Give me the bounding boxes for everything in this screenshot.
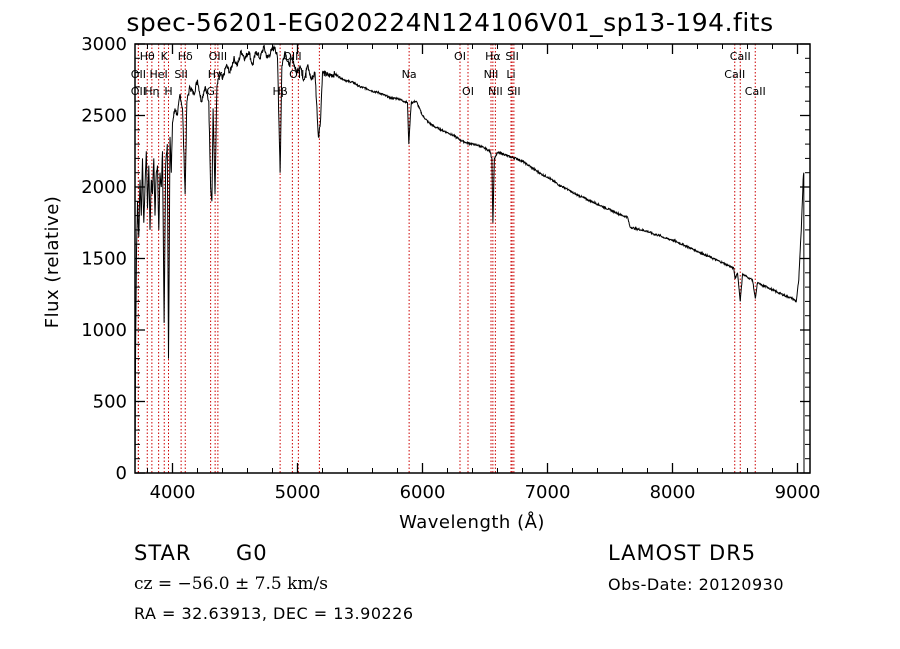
y-tick-label: 2500 bbox=[81, 106, 127, 127]
y-tick-label: 3000 bbox=[81, 34, 127, 55]
spectrum-line bbox=[134, 44, 805, 474]
x-tick-label: 5000 bbox=[275, 482, 321, 503]
x-tick-label: 6000 bbox=[400, 482, 446, 503]
spectral-line-label: SII bbox=[174, 68, 187, 81]
spectral-line-label: OIII bbox=[283, 50, 301, 63]
object-class: STAR bbox=[134, 541, 192, 565]
spectral-line-label: SII bbox=[505, 50, 518, 63]
spectral-line-label: G bbox=[206, 85, 215, 98]
spectral-line-label: NII bbox=[484, 68, 499, 81]
plot-frame bbox=[134, 43, 811, 474]
spectral-line-label: CaII bbox=[745, 85, 766, 98]
spectral-line-label: OI bbox=[462, 85, 474, 98]
coordinates: RA = 32.63913, DEC = 13.90226 bbox=[134, 604, 414, 623]
spectral-line-label: NII bbox=[488, 85, 503, 98]
x-tick-label: 9000 bbox=[775, 482, 821, 503]
spectral-line-label: HeI bbox=[149, 68, 167, 81]
y-tick-label: 0 bbox=[116, 463, 127, 484]
spectral-line-label: OII bbox=[131, 85, 146, 98]
axis-ticks: 4000 5000 6000 7000 8000 9000 0 500 1000 1500 2000… bbox=[81, 34, 820, 503]
spectral-line-label: Li bbox=[506, 68, 515, 81]
spectral-line-label: Na bbox=[402, 68, 417, 81]
spectral-line-labels: HθOIIOIIKHeIHηHδSIIHOIIIHγGOIIIOIIIHβNaO… bbox=[131, 50, 766, 98]
spectral-line-label: CaII bbox=[730, 50, 751, 63]
spectral-line-label: SII bbox=[507, 85, 520, 98]
y-tick-label: 1000 bbox=[81, 320, 127, 341]
spectral-line-label: Hβ bbox=[272, 85, 287, 98]
spectral-line-label: CaII bbox=[724, 68, 745, 81]
observation-date: Obs-Date: 20120930 bbox=[608, 575, 785, 594]
chart-title: spec-56201-EG020224N124106V01_sp13-194.f… bbox=[126, 8, 774, 37]
x-tick-label: 7000 bbox=[525, 482, 571, 503]
spectral-line-label: Hγ bbox=[208, 68, 223, 81]
y-tick-label: 2000 bbox=[81, 177, 127, 198]
spectral-line-label: OIII bbox=[289, 68, 307, 81]
survey-name: LAMOST DR5 bbox=[608, 541, 757, 565]
spectral-line-label: Hη bbox=[144, 85, 159, 98]
object-subclass: G0 bbox=[236, 541, 268, 565]
spectral-line-label: Hδ bbox=[178, 50, 193, 63]
spectral-line-label: H bbox=[164, 85, 172, 98]
spectrum-series bbox=[134, 44, 805, 474]
y-tick-label: 500 bbox=[93, 392, 127, 413]
redshift-velocity: cz = −56.0 ± 7.5 km/s bbox=[134, 574, 328, 594]
y-axis-label: Flux (relative) bbox=[42, 196, 63, 329]
spectral-line-label: OII bbox=[131, 68, 146, 81]
spectral-line-label: Hθ bbox=[140, 50, 155, 63]
spectral-line-label: K bbox=[161, 50, 169, 63]
x-tick-label: 4000 bbox=[150, 482, 196, 503]
spectral-line-label: OIII bbox=[209, 50, 227, 63]
x-axis-label: Wavelength (Å) bbox=[399, 511, 545, 533]
y-tick-label: 1500 bbox=[81, 249, 127, 270]
spectral-line-markers bbox=[137, 44, 756, 473]
x-tick-label: 8000 bbox=[650, 482, 696, 503]
spectral-line-label: Hα bbox=[485, 50, 501, 63]
spectral-line-label: OI bbox=[454, 50, 466, 63]
